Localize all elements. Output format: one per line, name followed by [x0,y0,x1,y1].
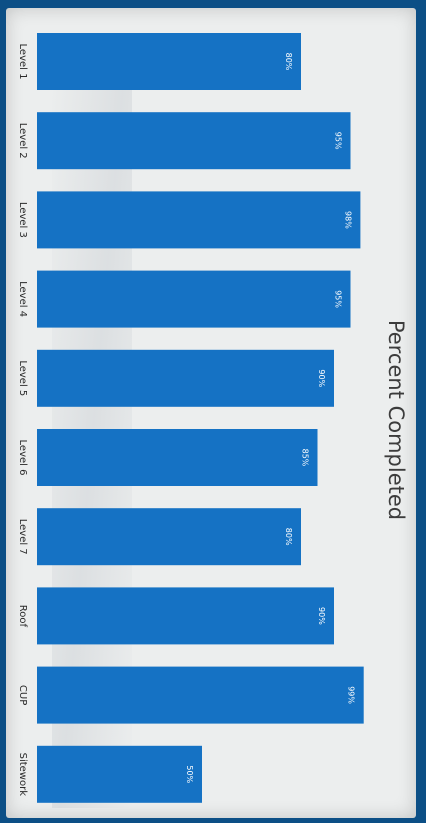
category-label-level-5: Level 5 [17,360,28,396]
category-label-sitework: Sitework [17,753,28,797]
bar-level-3 [37,191,361,249]
bar-level-7 [37,508,301,566]
bar-level-5 [37,349,334,407]
bar-level-1 [37,33,301,90]
value-label-roof: 90% [317,607,326,625]
bar-level-4 [37,270,351,328]
bar-sitework [37,745,202,803]
category-label-level-3: Level 3 [17,202,28,238]
chart-title: Percent Completed [384,320,408,520]
bar-group [37,33,364,803]
category-label-level-6: Level 6 [17,440,28,476]
category-label-level-1: Level 1 [17,44,28,80]
category-label-roof: Roof [17,605,28,628]
value-label-sitework: 50% [185,765,194,783]
bar-cup [37,666,364,724]
bar-level-6 [37,429,318,486]
value-label-level-4: 95% [334,290,343,308]
category-label-level-4: Level 4 [17,281,28,317]
value-label-level-5: 90% [317,369,326,387]
category-label-cup: CUP [17,685,28,705]
value-label-level-3: 98% [343,211,352,229]
value-label-level-2: 95% [334,132,343,150]
category-label-level-7: Level 7 [17,519,28,555]
value-label-group: 80% 95% 98% 95% 90% 85% 80% 90% 99% 50% [185,53,356,784]
value-label-level-6: 85% [301,449,310,467]
bar-level-2 [37,112,351,170]
bar-roof [37,587,334,645]
value-label-cup: 99% [347,686,356,704]
value-label-level-1: 80% [284,53,293,71]
value-label-level-7: 80% [284,528,293,546]
category-label-level-2: Level 2 [17,123,28,159]
category-label-group: Level 1 Level 2 Level 3 Level 4 Level 5 Level… [17,44,28,797]
